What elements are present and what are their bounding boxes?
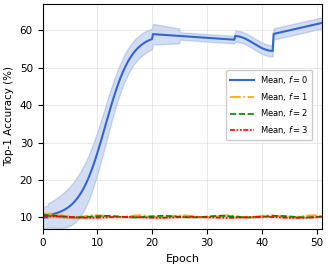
Mean, $f = 0$ (41, 216, 45, 219)
Line: Mean, $f = 2$: Mean, $f = 2$ (43, 215, 322, 217)
Mean, $f = 1$ (41, 213, 45, 216)
Mean, $f = 2$ (41, 213, 45, 217)
Mean, $f = 3$ (213, 216, 217, 219)
Mean, $f = 0$ (294, 27, 298, 31)
Mean, $f = 1$ (208, 215, 212, 218)
Mean, $f = 1$ (207, 215, 211, 218)
Mean, $f = 1$ (46, 213, 50, 216)
Mean, $f = 2$ (320, 215, 324, 218)
Mean, $f = 0$ (212, 37, 216, 40)
Mean, $f = 2$ (295, 215, 299, 219)
Mean, $f = 2$ (213, 214, 217, 218)
Mean, $f = 0$ (206, 36, 210, 39)
Mean, $f = 1$ (213, 215, 217, 218)
Mean, $f = 0$ (207, 36, 211, 40)
Mean, $f = 2$ (208, 215, 212, 218)
Legend: Mean, $f = 0$, Mean, $f = 1$, Mean, $f = 2$, Mean, $f = 3$: Mean, $f = 0$, Mean, $f = 1$, Mean, $f =… (226, 70, 313, 140)
Mean, $f = 1$ (42, 213, 46, 216)
Mean, $f = 2$ (42, 213, 46, 217)
Line: Mean, $f = 3$: Mean, $f = 3$ (43, 216, 322, 218)
Mean, $f = 2$ (207, 215, 211, 218)
Mean, $f = 3$ (296, 216, 300, 219)
Mean, $f = 1$ (289, 215, 293, 219)
Mean, $f = 3$ (278, 216, 282, 219)
Mean, $f = 3$ (225, 216, 229, 219)
Mean, $f = 0$ (276, 31, 280, 35)
Mean, $f = 2$ (277, 214, 281, 217)
Mean, $f = 1$ (320, 215, 324, 218)
Mean, $f = 3$ (208, 216, 212, 219)
Line: Mean, $f = 1$: Mean, $f = 1$ (43, 214, 322, 217)
Mean, $f = 3$ (207, 216, 211, 219)
Y-axis label: Top-1 Accuracy (%): Top-1 Accuracy (%) (4, 66, 14, 166)
Mean, $f = 3$ (44, 215, 48, 218)
Mean, $f = 0$ (42, 216, 46, 219)
Mean, $f = 3$ (42, 215, 46, 218)
Mean, $f = 0$ (320, 21, 324, 24)
Mean, $f = 2$ (189, 216, 193, 219)
X-axis label: Epoch: Epoch (165, 254, 199, 264)
Mean, $f = 3$ (41, 215, 45, 218)
Line: Mean, $f = 0$: Mean, $f = 0$ (43, 23, 322, 217)
Mean, $f = 1$ (277, 215, 281, 218)
Mean, $f = 3$ (320, 215, 324, 218)
Mean, $f = 1$ (296, 215, 300, 218)
